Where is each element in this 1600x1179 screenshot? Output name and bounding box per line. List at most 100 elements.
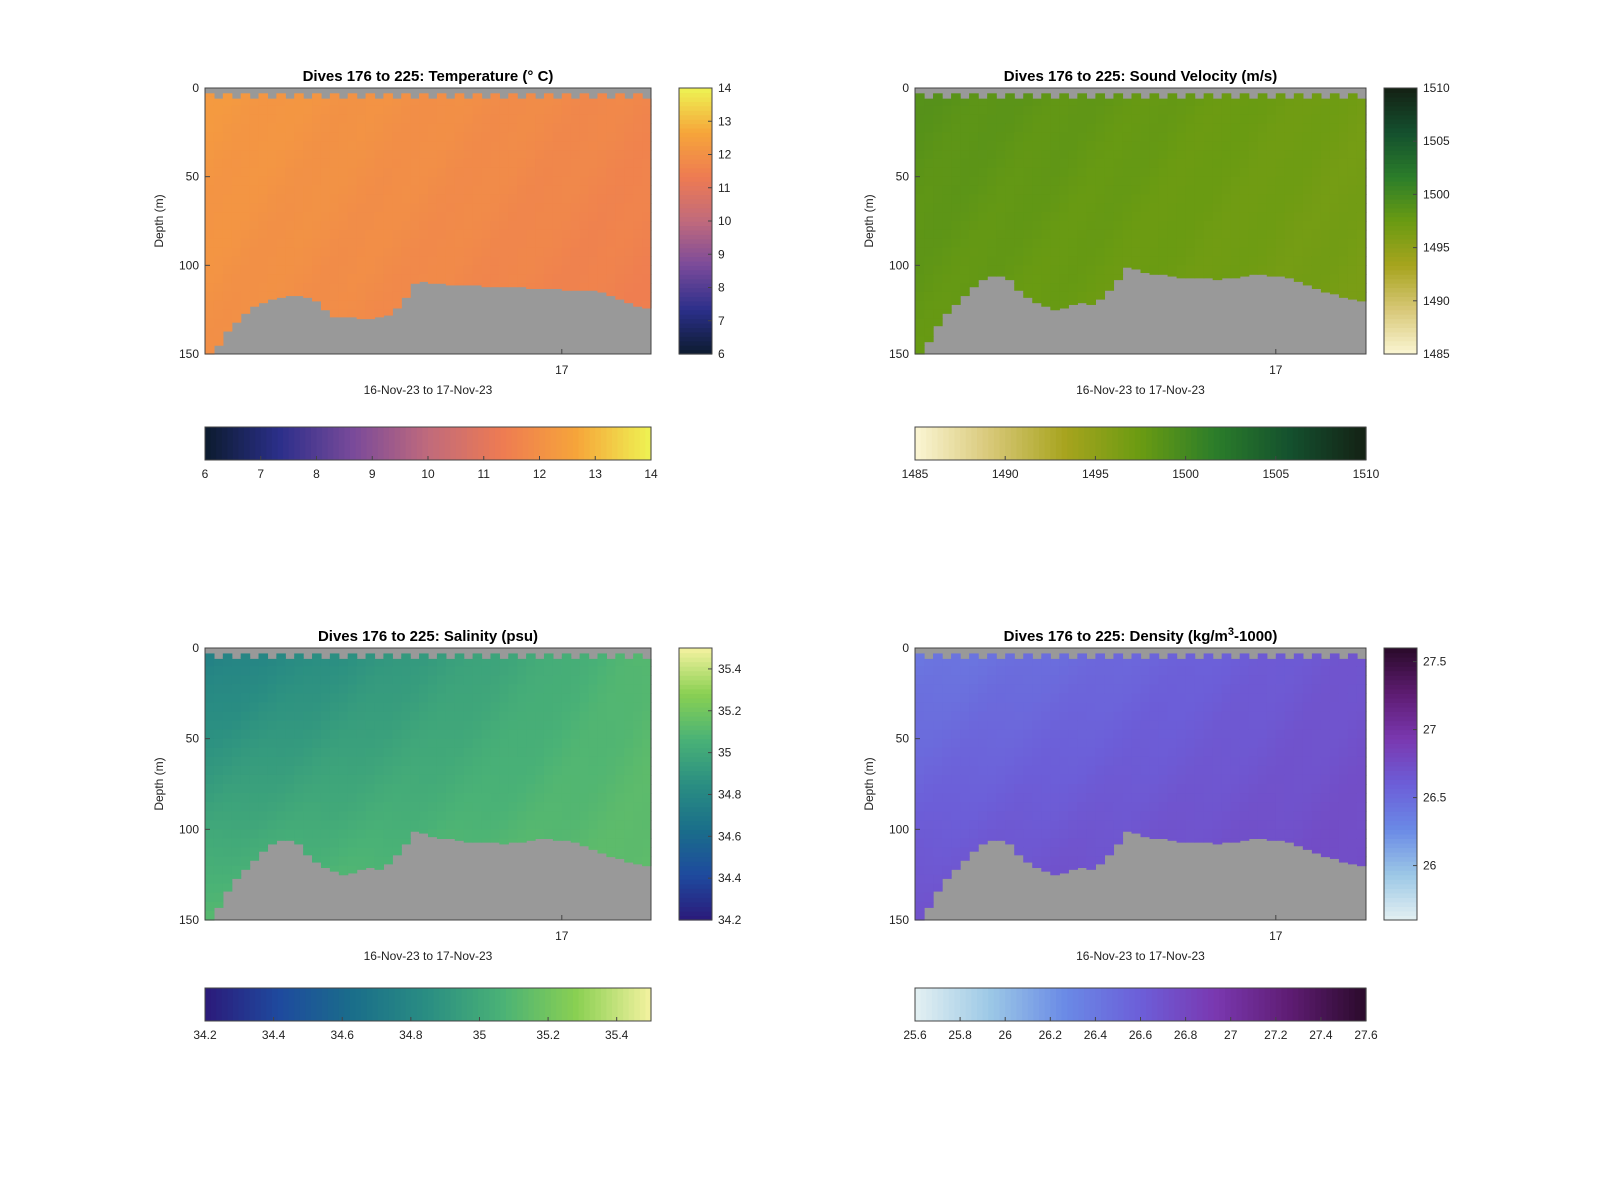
heatmap-cell [1257,185,1268,195]
heatmap-cell [915,141,925,151]
heatmap-cell [276,256,286,266]
heatmap-cell [606,212,616,222]
heatmap-cell [240,693,251,703]
heatmap-cell [915,247,925,258]
heatmap-cell [481,105,492,116]
heatmap-cell [231,309,242,320]
heatmap-cell [933,238,943,249]
heatmap-cell [1104,829,1115,839]
heatmap-cell [1095,693,1106,703]
heatmap-cell [1140,98,1151,107]
heatmap-cell [987,657,997,667]
heatmap-cell [222,229,233,240]
colorbar-segment [511,427,518,460]
heatmap-cell [1311,185,1322,195]
heatmap-cell [996,247,1006,258]
heatmap-cell [383,756,393,767]
heatmap-cell [213,756,224,767]
heatmap-cell [1113,114,1124,125]
heatmap-cell [615,829,625,839]
heatmap-cell [329,720,340,731]
heatmap-cell [285,793,295,803]
heatmap-cell [374,247,384,258]
heatmap-cell [1257,675,1268,685]
heatmap-cell [508,141,518,151]
heatmap-cell [303,838,313,849]
heatmap-cell [222,756,233,767]
heatmap-cell [1059,720,1069,731]
heatmap-cell [303,221,313,231]
colorbar-segment [506,427,513,460]
heatmap-cell [987,93,997,98]
heatmap-cell [1050,702,1060,713]
heatmap-cell [294,774,304,785]
heatmap-cell [1041,105,1051,116]
heatmap-cell [508,229,518,240]
heatmap-cell [1284,829,1295,839]
heatmap-cell [1257,820,1268,830]
heatmap-cell [1176,802,1187,812]
heatmap-cell [1293,212,1304,222]
heatmap-cell [552,711,563,722]
heatmap-cell [329,114,340,125]
heatmap-cell [1185,212,1196,222]
heatmap-cell [1230,141,1241,151]
heatmap-cell [499,229,509,240]
colorbar-segment [1027,427,1034,460]
heatmap-cell [517,711,527,722]
heatmap-cell [615,158,625,169]
heatmap-cell [1266,167,1277,178]
heatmap-cell [1185,229,1196,240]
heatmap-cell [615,811,625,821]
heatmap-cell [987,114,997,125]
heatmap-cell [499,829,509,839]
heatmap-cell [535,141,545,151]
heatmap-cell [1086,747,1096,758]
colorbar-segment [1384,198,1417,204]
heatmap-cell [1338,291,1349,298]
heatmap-cell [312,150,322,160]
heatmap-cell [213,167,224,178]
colorbar-segment [266,988,273,1021]
heatmap-cell [1347,212,1358,222]
heatmap-cell [240,784,251,794]
heatmap-cell [1275,784,1286,794]
heatmap-cell [1203,132,1214,142]
heatmap-cell [942,98,952,107]
heatmap-cell [312,185,322,195]
heatmap-cell [933,693,943,703]
heatmap-cell [1095,221,1106,231]
heatmap-cell [1140,105,1151,116]
heatmap-cell [347,720,358,731]
heatmap-cell [258,738,269,749]
colorbar-segment [679,815,712,821]
heatmap-cell [1203,702,1214,713]
heatmap-cell [472,238,483,249]
colorbar-segment [679,802,712,808]
heatmap-cell [205,738,215,749]
heatmap-cell [1068,829,1078,839]
heatmap-cell [383,141,393,151]
heatmap-cell [978,123,988,133]
heatmap-cell [249,98,260,107]
heatmap-cell [561,784,572,794]
heatmap-cell [1023,666,1033,676]
heatmap-cell [454,194,465,204]
heatmap-cell [1050,123,1060,133]
heatmap-cell [1356,291,1367,302]
heatmap-cell [249,802,260,812]
heatmap-cell [222,811,233,821]
colorbar-segment [679,811,712,817]
heatmap-cell [1032,221,1042,231]
colorbar-segment [1384,238,1417,244]
heatmap-cell [1023,274,1033,284]
heatmap-cell [588,203,599,213]
heatmap-cell [445,265,456,275]
heatmap-cell [1113,93,1124,98]
heatmap-cell [951,150,961,160]
heatmap-cell [1005,238,1015,249]
heatmap-cell [526,811,536,821]
colorbar-segment [1337,427,1345,460]
heatmap-cell [597,185,607,195]
colorbar-segment [1140,427,1147,460]
